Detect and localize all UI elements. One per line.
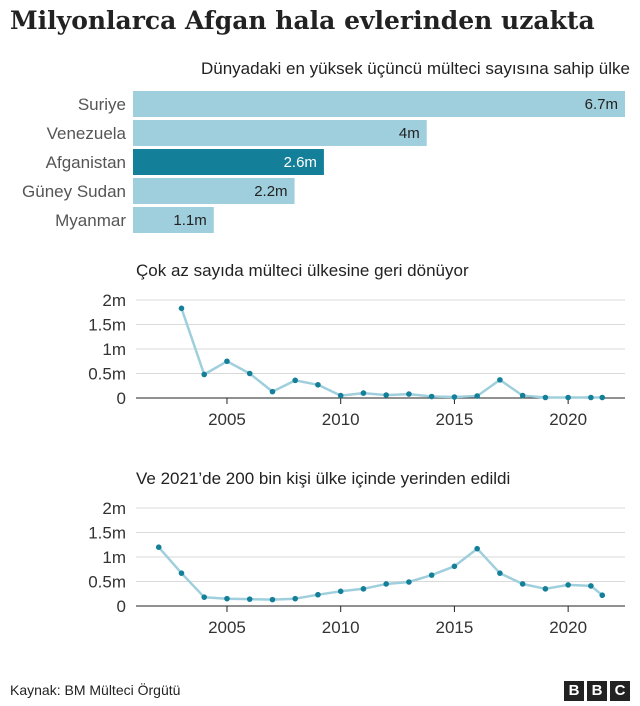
displacement-y-tick-label: 1m	[102, 548, 126, 567]
bar-category-label: Suriye	[78, 95, 126, 114]
returns-chart-title: Çok az sayıda mülteci ülkesine geri dönü…	[136, 261, 469, 280]
returns-data-point	[474, 393, 480, 399]
returns-data-point	[565, 394, 571, 401]
returns-x-tick-label: 2010	[322, 410, 360, 429]
displacement-x-tick-label: 2020	[549, 618, 587, 637]
bbc-logo: B B C	[564, 681, 630, 701]
bar-category-label: Myanmar	[55, 211, 126, 230]
returns-data-point	[451, 394, 458, 400]
bar-category-label: Afganistan	[46, 153, 126, 172]
returns-y-tick-label: 1.5m	[88, 316, 126, 335]
bar-category-label: Venezuela	[47, 124, 127, 143]
page-title: Milyonlarca Afgan hala evlerinden uzakta	[10, 6, 595, 35]
returns-y-tick-label: 1m	[102, 340, 126, 359]
bar-value-label: 4m	[399, 125, 420, 142]
bar-value-label: 6.7m	[585, 96, 618, 113]
bar-value-label: 2.2m	[254, 183, 287, 200]
returns-data-point	[246, 370, 253, 377]
logo-letter: C	[610, 681, 630, 701]
bar-venezuela	[133, 120, 427, 146]
logo-letter: B	[587, 681, 607, 701]
displacement-data-point	[246, 596, 253, 602]
returns-data-point	[519, 392, 526, 399]
displacement-x-tick-label: 2010	[322, 618, 360, 637]
displacement-data-point	[155, 544, 162, 550]
returns-data-point	[428, 393, 435, 400]
bar-myanmar	[133, 207, 214, 233]
returns-data-point	[315, 381, 321, 388]
displacement-y-tick-label: 2m	[102, 499, 126, 518]
displacement-x-tick-label: 2015	[436, 618, 474, 637]
bar-afganistan	[133, 149, 324, 175]
returns-y-tick-label: 0	[117, 389, 126, 408]
displacement-x-tick-label: 2005	[208, 618, 246, 637]
displacement-data-point	[178, 570, 185, 576]
returns-data-point	[360, 390, 367, 396]
displacement-y-tick-label: 0	[117, 597, 126, 616]
displacement-data-point	[451, 563, 458, 570]
returns-data-point	[588, 394, 594, 401]
returns-data-point	[383, 392, 389, 398]
displacement-data-point	[474, 545, 480, 552]
displacement-data-point	[406, 579, 412, 585]
bar-güney-sudan	[133, 178, 295, 204]
displacement-data-point	[224, 595, 230, 602]
displacement-data-point	[599, 592, 606, 599]
source-note: Kaynak: BM Mülteci Örgütü	[10, 682, 181, 698]
displacement-data-point	[201, 594, 208, 600]
displacement-data-point	[588, 583, 594, 589]
displacement-chart-title: Ve 2021’de 200 bin kişi ülke içinde yeri…	[136, 469, 510, 488]
returns-data-point	[497, 377, 503, 383]
returns-data-point	[599, 394, 606, 401]
displacement-data-point	[542, 586, 549, 592]
displacement-data-point	[360, 586, 367, 592]
displacement-y-tick-label: 1.5m	[88, 524, 126, 543]
displacement-data-point	[315, 591, 321, 598]
displacement-data-point	[292, 595, 299, 602]
returns-x-tick-label: 2020	[549, 410, 587, 429]
displacement-line-chart: Ve 2021’de 200 bin kişi ülke içinde yeri…	[88, 469, 625, 637]
returns-x-tick-label: 2015	[436, 410, 474, 429]
returns-x-tick-label: 2005	[208, 410, 246, 429]
bar-value-label: 2.6m	[284, 154, 317, 171]
displacement-data-point	[519, 581, 526, 587]
displacement-data-point	[565, 582, 571, 588]
returns-y-tick-label: 0.5m	[88, 365, 126, 384]
returns-data-point	[406, 391, 412, 397]
returns-data-point	[292, 377, 299, 384]
bar-chart-title: Dünyadaki en yüksek üçüncü mülteci sayıs…	[201, 59, 630, 78]
bar-category-label: Güney Sudan	[22, 182, 126, 201]
displacement-data-point	[269, 596, 276, 603]
displacement-y-tick-label: 0.5m	[88, 573, 126, 592]
returns-data-point	[542, 394, 549, 401]
logo-letter: B	[564, 681, 584, 701]
returns-data-point	[269, 388, 276, 395]
displacement-data-point	[383, 581, 389, 587]
returns-series-line	[180, 307, 603, 399]
returns-data-point	[178, 305, 185, 312]
bar-suriye	[133, 91, 625, 117]
returns-data-point	[201, 371, 208, 378]
returns-data-point	[337, 392, 344, 399]
displacement-data-point	[337, 588, 344, 595]
returns-y-tick-label: 2m	[102, 291, 126, 310]
returns-data-point	[224, 358, 230, 365]
bar-value-label: 1.1m	[173, 212, 206, 229]
bar-chart: Dünyadaki en yüksek üçüncü mülteci sayıs…	[22, 59, 630, 233]
displacement-data-point	[428, 572, 435, 578]
displacement-data-point	[497, 570, 503, 576]
displacement-series-line	[157, 546, 604, 601]
returns-line-chart: Çok az sayıda mülteci ülkesine geri dönü…	[88, 261, 625, 429]
